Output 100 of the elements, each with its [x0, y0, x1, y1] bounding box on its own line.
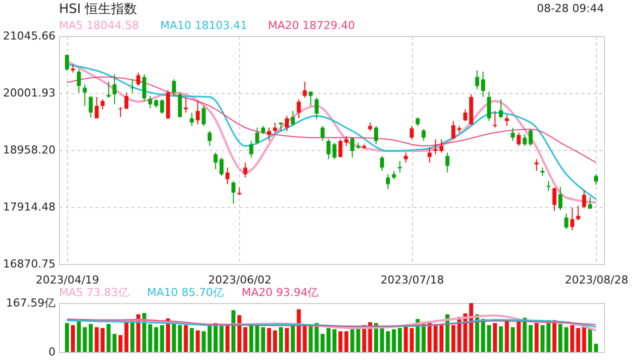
candlestick: [546, 180, 550, 192]
bar: [225, 325, 230, 352]
x-tick-label: 2023/06/02: [208, 274, 272, 286]
bar: [434, 325, 438, 352]
bar: [76, 321, 81, 352]
candlestick: [284, 115, 289, 132]
candlestick: [422, 128, 426, 142]
x-tick-label: 2023/07/18: [380, 274, 444, 286]
candlestick: [558, 186, 562, 211]
bar: [386, 331, 390, 352]
y-tick-label: 18958.20: [3, 144, 56, 156]
candlestick: [451, 120, 456, 140]
candlestick: [528, 128, 533, 146]
candlestick: [160, 98, 164, 114]
candlestick: [290, 110, 295, 126]
candlestick: [588, 196, 592, 210]
candlestick: [184, 97, 188, 114]
bar: [422, 324, 426, 352]
candlestick: [398, 160, 402, 174]
bar: [302, 325, 307, 352]
candlestick: [296, 98, 301, 119]
candlestick: [522, 134, 527, 146]
candlestick: [326, 138, 331, 160]
bar: [130, 320, 134, 352]
candlestick: [214, 152, 218, 170]
bar: [552, 320, 556, 352]
candlestick: [445, 152, 450, 174]
bar: [516, 320, 521, 352]
bar: [504, 320, 509, 352]
candlestick: [100, 98, 105, 110]
candlestick: [594, 174, 598, 186]
candlestick: [510, 127, 515, 142]
bar: [498, 326, 503, 352]
chart-title: HSI 恒生指数: [59, 2, 137, 17]
candlestick: [552, 187, 556, 212]
bar: [208, 325, 212, 352]
candlestick: [386, 174, 390, 190]
text: 08-28 09:44: [536, 2, 604, 15]
candlestick: [148, 95, 152, 109]
bar: [350, 329, 354, 352]
bar: [243, 327, 248, 352]
series-label: MA5 73.83亿: [59, 286, 130, 299]
x-tick-label: 2023/08/28: [564, 274, 628, 286]
candlestick: [410, 125, 414, 140]
bar: [439, 325, 444, 352]
text: MA10 18103.41: [160, 19, 248, 32]
bar: [594, 344, 598, 352]
candlestick: [76, 68, 81, 94]
bar: [296, 309, 301, 352]
candlestick: [136, 72, 140, 86]
candlestick: [434, 138, 438, 155]
bar: [398, 328, 402, 352]
bar: [338, 331, 342, 352]
bar: [314, 323, 319, 352]
bar: [202, 331, 206, 352]
y-tick-label: 167.59亿: [6, 296, 56, 310]
candlestick: [404, 152, 408, 164]
bar: [492, 323, 497, 352]
bar: [106, 324, 111, 352]
bar: [380, 328, 384, 352]
candlestick: [534, 158, 539, 172]
bar: [261, 327, 266, 352]
candlestick: [118, 106, 122, 118]
candlestick: [344, 135, 348, 146]
candlestick: [582, 190, 586, 209]
bar: [94, 327, 99, 352]
candlestick: [64, 54, 69, 72]
bar: [564, 327, 568, 352]
bar: [278, 327, 283, 352]
bar: [582, 327, 586, 352]
y-tick-label: 20001.93: [3, 86, 56, 100]
bar: [540, 325, 545, 352]
bar: [267, 328, 272, 352]
candlestick: [196, 100, 200, 125]
candlestick: [124, 92, 128, 110]
candlestick: [570, 207, 574, 231]
bar: [534, 323, 539, 352]
bar: [82, 327, 87, 352]
candlestick: [439, 138, 444, 154]
bar: [237, 315, 242, 352]
candlestick: [225, 167, 230, 185]
bar: [70, 325, 75, 352]
text: MA5 18044.58: [59, 19, 139, 32]
candlestick: [82, 84, 87, 106]
bar: [100, 328, 105, 352]
candlestick: [338, 138, 342, 158]
bar: [290, 323, 295, 352]
bar: [214, 323, 218, 352]
candlestick: [172, 78, 176, 96]
bar: [404, 325, 408, 352]
bar: [220, 326, 224, 352]
candlestick: [492, 110, 497, 128]
bar: [154, 327, 158, 352]
bar: [528, 325, 533, 352]
bar: [184, 325, 188, 352]
candlestick: [202, 105, 206, 126]
candlestick: [320, 125, 325, 142]
y-tick-label: 17914.48: [3, 200, 56, 214]
bar: [308, 324, 313, 352]
text: MA20 18729.40: [268, 19, 355, 32]
